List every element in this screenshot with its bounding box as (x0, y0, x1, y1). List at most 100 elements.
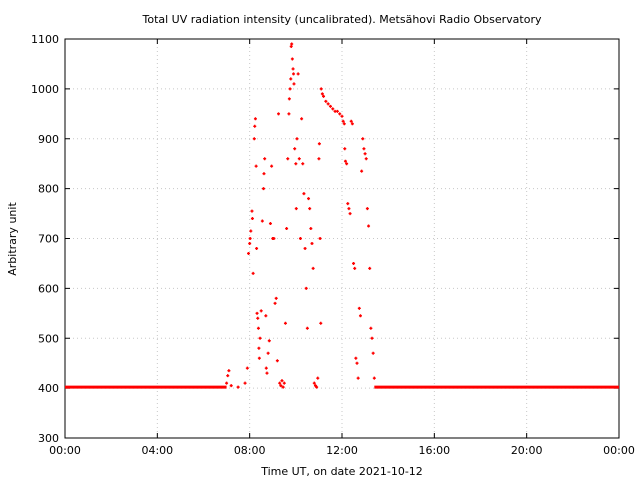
data-point (287, 97, 291, 101)
data-point (304, 286, 308, 290)
data-point (257, 356, 261, 360)
data-point (298, 237, 302, 240)
data-point (356, 376, 360, 380)
data-point (268, 222, 272, 226)
data-point (319, 87, 323, 91)
data-point (270, 164, 274, 168)
data-point (256, 326, 260, 330)
data-point (365, 207, 369, 211)
data-point (263, 157, 267, 161)
data-point (328, 104, 332, 108)
data-point (324, 99, 328, 103)
y-tick-label: 800 (38, 183, 59, 196)
data-point (370, 336, 374, 340)
data-point (286, 157, 290, 161)
data-point (274, 296, 278, 300)
data-point (296, 72, 300, 76)
data-point (248, 241, 252, 245)
data-point (300, 117, 304, 121)
plot-frame (64, 38, 620, 439)
data-point (361, 137, 365, 141)
x-tick-label: 16:00 (418, 444, 450, 457)
data-point (262, 172, 266, 176)
data-point (326, 102, 330, 106)
data-point (353, 266, 357, 270)
data-point (259, 309, 263, 313)
data-point (342, 122, 346, 126)
data-point (264, 314, 268, 318)
chart-title: Total UV radiation intensity (uncalibrat… (142, 13, 542, 26)
data-point (279, 384, 283, 388)
y-tick-label: 600 (38, 282, 59, 295)
data-point (250, 209, 254, 213)
data-point (350, 122, 354, 126)
data-point (297, 157, 301, 161)
data-point (290, 42, 294, 46)
data-point (358, 314, 362, 318)
data-point (363, 152, 367, 156)
data-point (319, 321, 323, 325)
x-tick-label: 04:00 (141, 444, 173, 457)
x-tick-label: 12:00 (326, 444, 358, 457)
data-point (349, 119, 353, 123)
data-point (272, 237, 276, 240)
x-tick-label: 00:00 (603, 444, 635, 457)
data-point (309, 227, 313, 231)
axis-ticks: 00:00 04:00 08:00 12:00 16:00 20:00 00:0030040… (31, 33, 635, 457)
data-point (249, 229, 253, 233)
data-point (243, 381, 247, 385)
data-point (305, 326, 309, 330)
data-point (302, 192, 306, 196)
data-point (347, 207, 351, 211)
data-point (318, 237, 322, 240)
data-point (331, 107, 335, 111)
y-tick-label: 1000 (31, 83, 59, 96)
data-point (294, 162, 298, 166)
data-point (248, 237, 252, 240)
data-point (352, 261, 356, 265)
data-point (320, 92, 324, 96)
y-tick-label: 700 (38, 233, 59, 246)
data-point (291, 67, 295, 71)
data-point (367, 224, 371, 228)
data-point (229, 384, 233, 388)
data-point (253, 117, 257, 121)
data-point (256, 316, 260, 320)
data-point (278, 381, 282, 385)
data-point (226, 374, 230, 378)
data-point (310, 241, 314, 245)
data-point (311, 266, 315, 270)
data-point (301, 162, 305, 166)
data-point (280, 379, 284, 383)
data-point (267, 339, 271, 343)
data-point (285, 227, 289, 231)
data-point (253, 124, 257, 128)
data-point (315, 385, 319, 389)
y-tick-label: 900 (38, 133, 59, 146)
data-point (338, 112, 342, 116)
data-point (252, 137, 256, 141)
data-point (303, 246, 307, 250)
data-point (277, 112, 281, 116)
data-point (255, 246, 259, 250)
data-point (360, 169, 364, 173)
data-point (257, 346, 261, 350)
data-point (293, 147, 297, 151)
data-point (251, 271, 255, 275)
data-point (292, 72, 296, 76)
data-point (258, 336, 262, 340)
data-point (354, 356, 358, 360)
data-point (292, 82, 296, 86)
x-axis-label: Time UT, on date 2021-10-12 (260, 465, 423, 478)
y-axis-label: Arbitrary unit (6, 202, 19, 276)
data-point (265, 371, 269, 375)
data-point (372, 376, 376, 380)
data-point (281, 385, 285, 389)
data-point (369, 326, 373, 330)
data-point (250, 217, 254, 221)
data-point (290, 57, 294, 61)
data-point (335, 109, 339, 113)
data-point (364, 157, 368, 161)
data-point (273, 301, 277, 305)
